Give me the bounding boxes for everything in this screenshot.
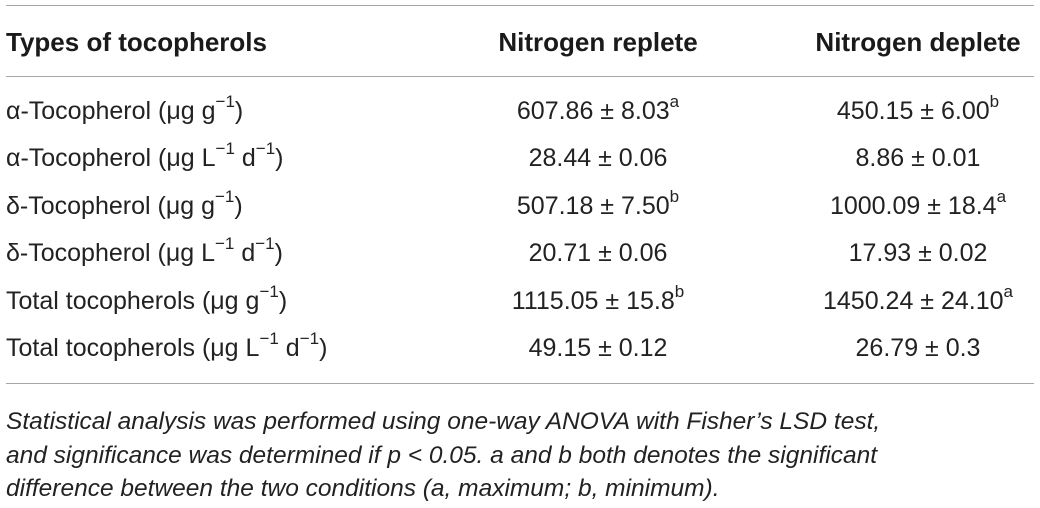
header-nitrogen-deplete: Nitrogen deplete — [815, 27, 1021, 57]
header-types: Types of tocopherols — [6, 27, 267, 57]
cell-value: 17.93 ± 0.02 — [848, 239, 988, 267]
footnote-line: difference between the two conditions (a… — [6, 475, 720, 502]
table-cell-type: δ-Tocopherol (μg g−1) — [6, 188, 243, 221]
type-text: ) — [234, 97, 244, 125]
cell-value: 8.86 ± 0.01 — [855, 144, 981, 172]
type-unit-exponent: −1 — [255, 138, 276, 158]
significance-letter: a — [996, 186, 1007, 206]
type-text: ) — [274, 239, 283, 267]
type-text: Total tocopherols (μg g — [6, 287, 260, 315]
type-unit-exponent: −1 — [214, 233, 235, 253]
table-cell-replete: 28.44 ± 0.06 — [529, 143, 668, 173]
table-cell-deplete: 26.79 ± 0.3 — [856, 333, 981, 363]
significance-letter: b — [674, 281, 685, 301]
type-unit-exponent: −1 — [215, 138, 235, 158]
table-cell-replete: 507.18 ± 7.50b — [516, 188, 679, 221]
header-rule — [6, 76, 1034, 77]
cell-value: 26.79 ± 0.3 — [855, 334, 981, 362]
table-bottom-rule — [6, 383, 1034, 384]
type-text: d — [234, 239, 256, 267]
cell-value: 607.86 ± 8.03 — [516, 97, 670, 125]
cell-value: 20.71 ± 0.06 — [528, 239, 668, 267]
cell-value: 28.44 ± 0.06 — [528, 144, 668, 172]
type-text: α-Tocopherol (μg L — [6, 144, 216, 172]
type-unit-exponent: −1 — [299, 328, 320, 348]
table-footnote: Statistical analysis was performed using… — [6, 405, 1036, 506]
header-nitrogen-replete: Nitrogen replete — [498, 27, 698, 57]
table-cell-type: δ-Tocopherol (μg L−1 d−1) — [6, 235, 283, 268]
table-top-rule — [6, 5, 1034, 6]
type-text: α-Tocopherol (μg g — [6, 97, 216, 125]
type-text: δ-Tocopherol (μg g — [6, 192, 215, 220]
table-cell-type: α-Tocopherol (μg L−1 d−1) — [6, 140, 284, 173]
cell-value: 507.18 ± 7.50 — [516, 192, 670, 220]
type-unit-exponent: −1 — [259, 328, 279, 348]
table-cell-type: Total tocopherols (μg g−1) — [6, 283, 288, 316]
significance-letter: b — [669, 186, 680, 206]
cell-value: 1450.24 ± 24.10 — [822, 287, 1004, 315]
cell-value: 1000.09 ± 18.4 — [829, 192, 997, 220]
type-unit-exponent: −1 — [215, 91, 235, 111]
type-unit-exponent: −1 — [259, 281, 279, 301]
type-text: ) — [278, 287, 288, 315]
type-text: δ-Tocopherol (μg L — [6, 239, 215, 267]
cell-value: 1115.05 ± 15.8 — [511, 287, 675, 315]
footnote-line: and significance was determined if p < 0… — [6, 441, 878, 469]
type-text: Total tocopherols (μg L — [6, 334, 260, 362]
table-cell-deplete: 1000.09 ± 18.4a — [829, 188, 1006, 221]
type-unit-exponent: −1 — [214, 186, 235, 206]
table-cell-deplete: 8.86 ± 0.01 — [856, 143, 981, 173]
table-cell-deplete: 1450.24 ± 24.10a — [822, 283, 1013, 316]
significance-letter: a — [669, 91, 680, 111]
table-cell-deplete: 17.93 ± 0.02 — [849, 238, 988, 268]
cell-value: 49.15 ± 0.12 — [528, 334, 668, 362]
type-text: ) — [319, 334, 328, 362]
type-text: d — [278, 334, 300, 362]
table-cell-type: Total tocopherols (μg L−1 d−1) — [6, 330, 328, 363]
type-text: ) — [234, 192, 243, 220]
footnote-line: Statistical analysis was performed using… — [6, 408, 881, 435]
type-unit-exponent: −1 — [255, 233, 275, 253]
table-cell-replete: 49.15 ± 0.12 — [529, 333, 668, 363]
type-text: ) — [275, 144, 284, 172]
table-cell-deplete: 450.15 ± 6.00b — [836, 93, 999, 126]
type-text: d — [234, 144, 256, 172]
significance-letter: b — [989, 91, 1000, 111]
significance-letter: a — [1003, 281, 1014, 301]
table-cell-type: α-Tocopherol (μg g−1) — [6, 93, 244, 126]
table-cell-replete: 20.71 ± 0.06 — [529, 238, 668, 268]
cell-value: 450.15 ± 6.00 — [836, 97, 990, 125]
table-cell-replete: 607.86 ± 8.03a — [516, 93, 679, 126]
table-cell-replete: 1115.05 ± 15.8b — [511, 283, 684, 316]
